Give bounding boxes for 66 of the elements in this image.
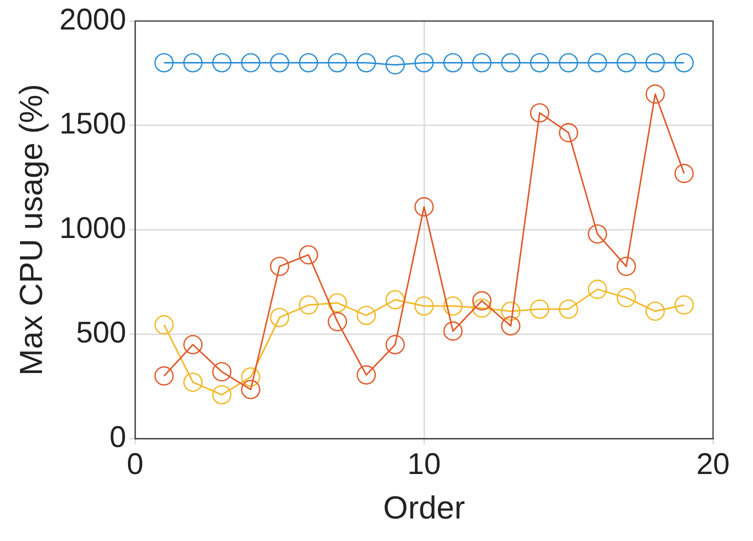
point: [558, 299, 578, 319]
point: [414, 53, 434, 72]
point: [674, 164, 694, 184]
y-tick-label: 1000: [59, 212, 126, 246]
point: [298, 295, 318, 315]
y-axis-title: Max CPU usage (%): [13, 84, 50, 376]
point: [386, 55, 405, 74]
point: [241, 367, 260, 387]
point: [356, 306, 376, 326]
point: [472, 298, 492, 318]
y-tick-label: 0: [109, 420, 126, 454]
point: [414, 296, 434, 316]
point: [328, 312, 348, 332]
point: [212, 385, 232, 404]
point: [501, 316, 520, 336]
x-tick-label: 20: [696, 448, 730, 481]
point: [414, 197, 434, 216]
point: [501, 53, 520, 72]
point: [154, 315, 174, 334]
point: [588, 224, 608, 244]
point: [154, 366, 174, 386]
point: [356, 365, 376, 385]
point: [588, 53, 608, 72]
point: [443, 321, 463, 341]
point: [472, 53, 492, 72]
point: [328, 293, 348, 313]
point: [616, 288, 636, 308]
point: [646, 84, 665, 104]
x-axis-title: Order: [383, 490, 466, 526]
point: [298, 53, 318, 72]
point: [212, 53, 232, 72]
point: [530, 103, 550, 123]
point: [386, 334, 405, 354]
point: [154, 53, 174, 72]
point: [646, 302, 665, 321]
point: [530, 299, 550, 319]
point: [443, 296, 463, 316]
point: [530, 53, 550, 72]
point: [212, 362, 232, 382]
point: [298, 245, 318, 265]
point: [183, 334, 203, 354]
point: [270, 53, 290, 72]
point: [241, 380, 260, 400]
point: [558, 123, 578, 142]
point: [328, 53, 348, 72]
y-tick-label: 500: [76, 316, 126, 350]
point: [674, 53, 694, 72]
point: [616, 256, 636, 276]
point: [558, 53, 578, 72]
x-tick-label: 10: [407, 448, 441, 481]
point: [616, 53, 636, 72]
point: [443, 53, 463, 72]
y-tick-label: 1500: [59, 108, 126, 141]
point: [356, 53, 376, 72]
point: [472, 291, 492, 310]
point: [646, 53, 665, 72]
point: [183, 372, 203, 392]
point: [501, 302, 520, 321]
point: [386, 290, 405, 310]
point: [183, 53, 203, 72]
point: [270, 256, 290, 276]
y-tick-label: 2000: [59, 3, 126, 36]
point: [270, 308, 290, 328]
point: [674, 295, 694, 315]
point: [241, 53, 260, 72]
point: [588, 280, 608, 299]
